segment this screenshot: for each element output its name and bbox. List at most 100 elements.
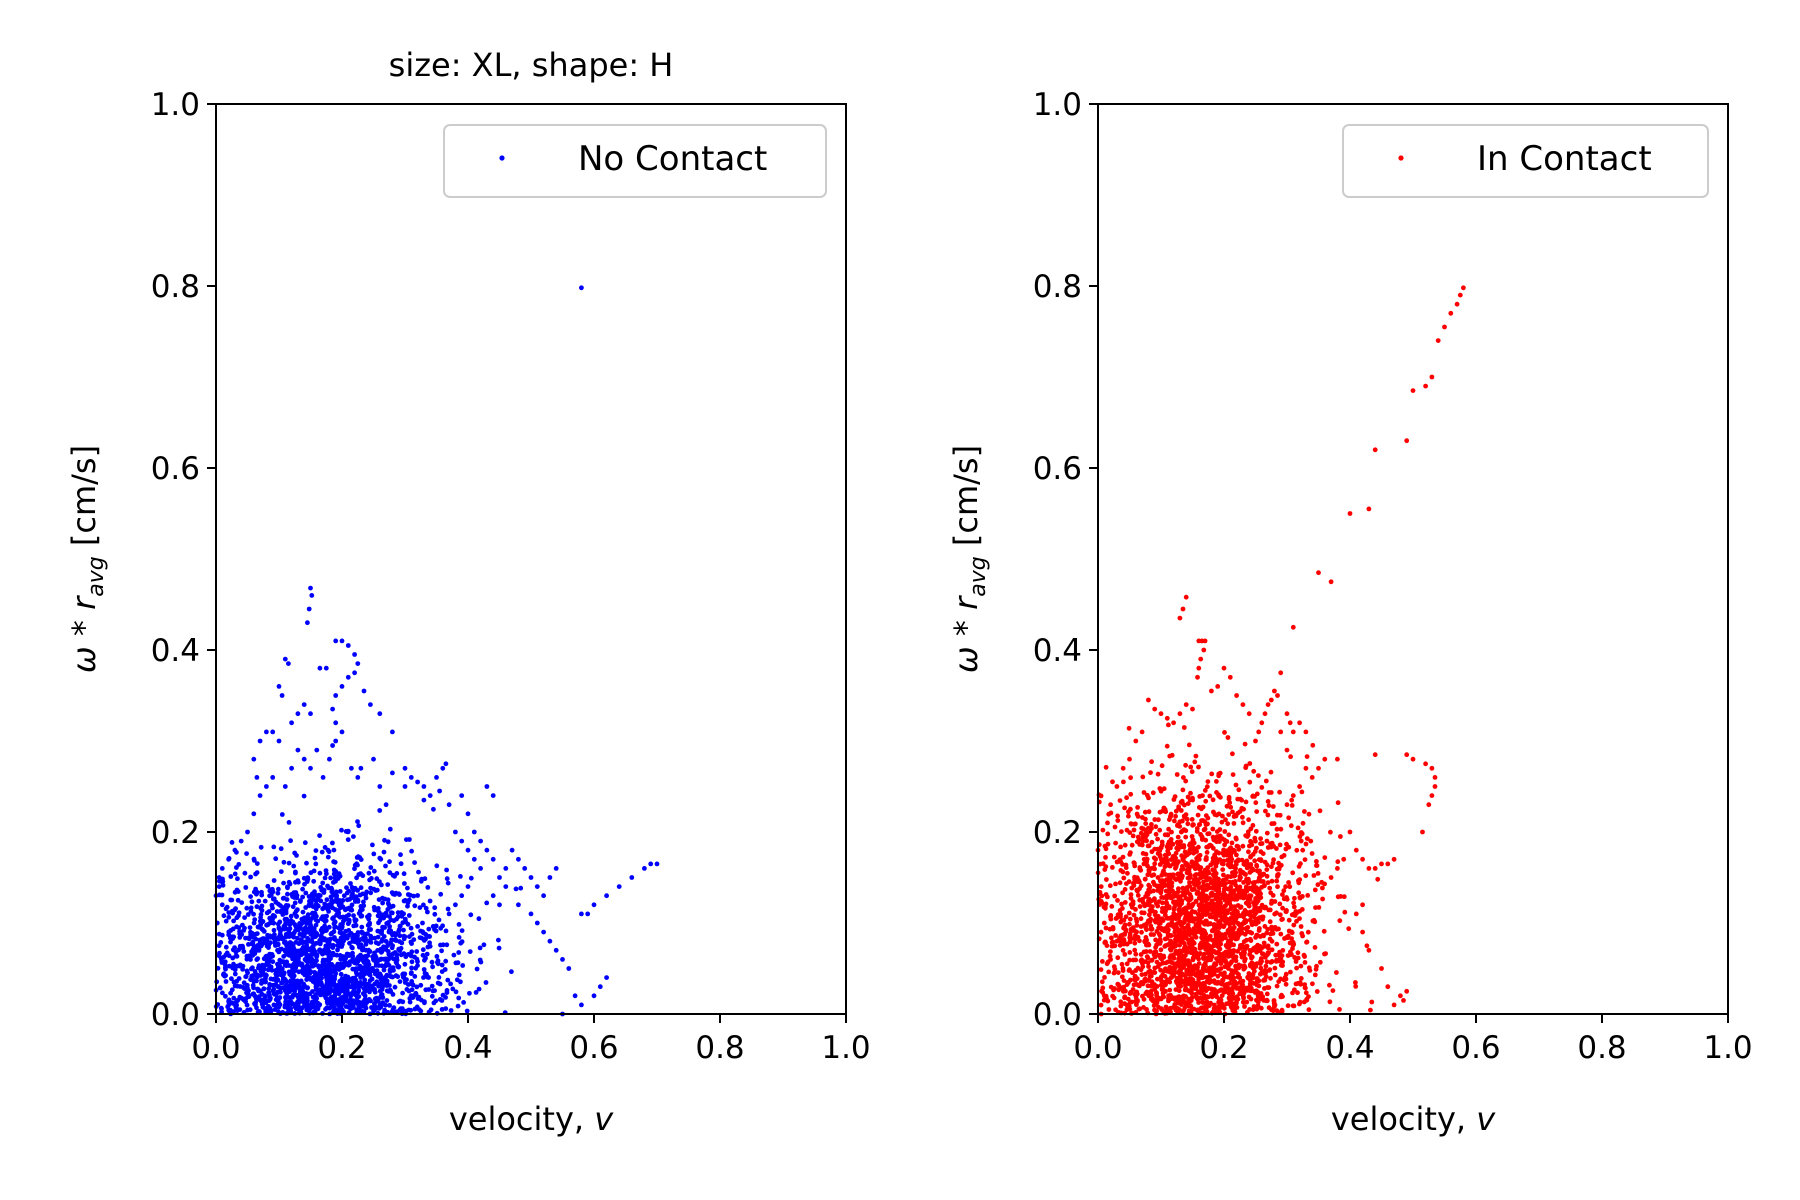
data-point: [1147, 949, 1153, 954]
data-point: [284, 963, 289, 969]
data-point: [301, 981, 306, 987]
data-point: [355, 854, 361, 860]
data-point: [331, 867, 337, 873]
data-point: [1198, 656, 1204, 662]
data-point: [1205, 779, 1211, 784]
data-point: [352, 652, 357, 657]
data-point: [267, 996, 273, 1002]
data-point: [1135, 893, 1141, 898]
data-point: [1314, 863, 1320, 868]
data-point: [1188, 875, 1193, 880]
data-point: [230, 910, 236, 916]
data-point: [372, 1007, 377, 1013]
data-point: [1161, 805, 1167, 811]
data-point: [293, 869, 298, 875]
data-point: [327, 986, 333, 992]
data-point: [1195, 674, 1200, 680]
data-point: [308, 870, 314, 876]
data-point: [287, 971, 293, 977]
data-point: [579, 285, 584, 291]
data-point: [351, 834, 356, 839]
data-point: [230, 947, 236, 953]
data-point: [1127, 852, 1133, 857]
data-point: [1122, 805, 1127, 811]
data-point: [1278, 931, 1284, 937]
data-point: [313, 930, 318, 935]
data-point: [1144, 954, 1150, 959]
data-point: [228, 874, 234, 879]
data-point: [422, 970, 428, 976]
data-point: [402, 916, 408, 922]
data-point: [1335, 894, 1341, 900]
data-point: [311, 1000, 316, 1006]
data-point: [1127, 756, 1132, 762]
data-point: [1284, 802, 1290, 808]
data-point: [421, 930, 426, 936]
data-point: [402, 784, 408, 789]
data-point: [240, 985, 246, 990]
data-point: [1314, 989, 1320, 994]
data-point: [276, 926, 282, 931]
data-point: [258, 844, 264, 850]
data-point: [1224, 803, 1230, 809]
data-point: [1429, 793, 1435, 798]
data-point: [379, 928, 385, 934]
data-point: [1270, 804, 1276, 809]
data-point: [338, 996, 343, 1001]
data-point: [288, 978, 293, 984]
data-point: [1290, 793, 1296, 798]
data-point: [268, 940, 273, 946]
data-point: [421, 975, 426, 980]
data-point: [1216, 913, 1222, 918]
data-point: [1204, 946, 1209, 951]
data-point: [1298, 976, 1304, 981]
data-point: [484, 900, 490, 906]
data-point: [385, 907, 391, 912]
data-point: [281, 954, 287, 959]
data-point: [1248, 909, 1253, 915]
data-point: [381, 849, 387, 855]
data-point: [406, 988, 412, 994]
data-point: [1166, 722, 1171, 728]
data-point: [286, 860, 292, 866]
data-point: [1196, 665, 1202, 671]
data-point: [1101, 920, 1107, 926]
data-point: [379, 992, 385, 997]
data-point: [431, 806, 436, 812]
data-point: [1398, 993, 1403, 999]
data-point: [323, 1006, 328, 1012]
data-point: [1461, 285, 1466, 291]
data-point: [1111, 995, 1117, 1001]
data-point: [1131, 912, 1137, 918]
data-point: [1241, 995, 1246, 1000]
data-point: [1146, 867, 1152, 873]
data-point: [277, 957, 283, 963]
data-point: [329, 889, 335, 895]
data-point: [1118, 844, 1123, 850]
data-point: [1200, 793, 1205, 798]
data-point: [310, 910, 316, 916]
data-point: [1175, 834, 1181, 840]
data-point: [302, 972, 308, 978]
data-point: [1303, 841, 1309, 847]
data-point: [436, 975, 442, 980]
data-point: [219, 1006, 224, 1012]
data-point: [1110, 925, 1116, 930]
data-point: [1138, 952, 1144, 957]
data-point: [1212, 914, 1218, 920]
data-point: [387, 859, 392, 865]
data-point: [339, 827, 344, 833]
data-point: [256, 1009, 262, 1014]
data-point: [1322, 881, 1327, 887]
data-point: [380, 1000, 386, 1006]
data-point: [367, 877, 372, 883]
data-point: [490, 893, 496, 899]
data-point: [402, 765, 408, 771]
data-point: [358, 885, 364, 891]
data-point: [266, 990, 272, 996]
data-point: [444, 988, 450, 993]
data-point: [222, 962, 228, 968]
data-point: [412, 903, 418, 909]
data-point: [1155, 771, 1161, 777]
data-point: [1227, 800, 1233, 806]
